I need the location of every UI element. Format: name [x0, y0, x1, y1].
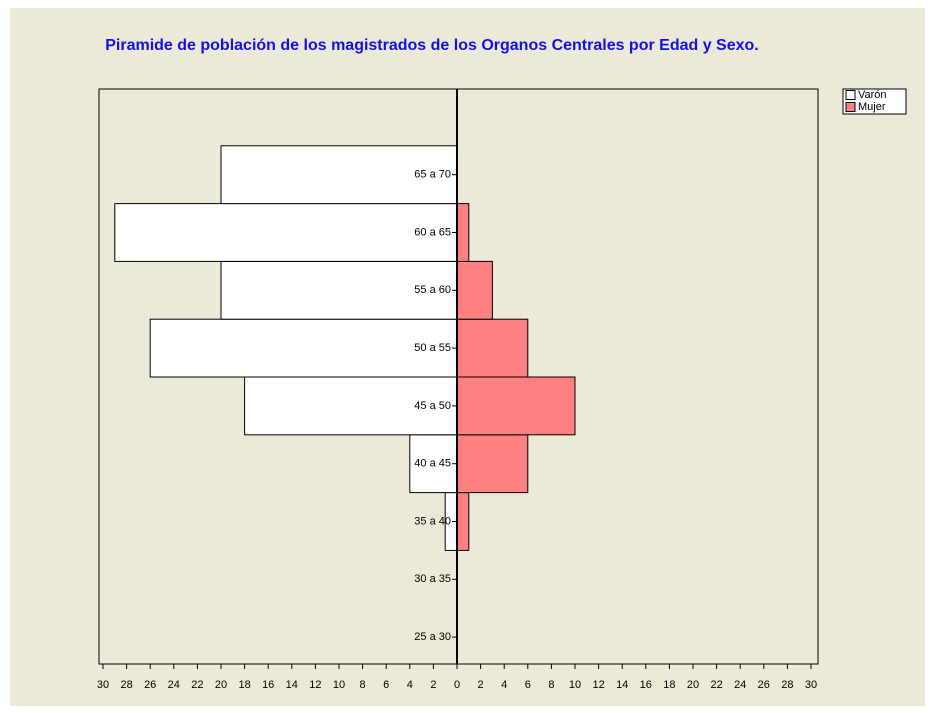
y-tick-label: 60 a 65 — [414, 226, 451, 238]
y-tick-label: 45 a 50 — [414, 400, 451, 412]
bar — [114, 203, 458, 262]
x-tick-label: 8 — [360, 679, 366, 691]
x-tick-label: 30 — [97, 679, 109, 691]
y-tick-label: 55 a 60 — [414, 284, 451, 296]
x-tick-label: 12 — [309, 679, 321, 691]
x-tick-label: 6 — [525, 679, 531, 691]
y-tick-label: 35 a 40 — [414, 515, 451, 527]
x-tick-label: 2 — [478, 679, 484, 691]
x-tick-label: 10 — [569, 679, 581, 691]
y-tick-label: 50 a 55 — [414, 342, 451, 354]
bar — [456, 434, 529, 494]
x-tick-label: 24 — [734, 679, 746, 691]
x-tick-label: 28 — [120, 679, 132, 691]
x-tick-label: 4 — [501, 679, 507, 691]
x-tick-label: 18 — [238, 679, 250, 691]
bar — [456, 203, 470, 262]
x-tick-label: 20 — [215, 679, 227, 691]
x-tick-label: 22 — [191, 679, 203, 691]
x-tick-label: 0 — [454, 679, 460, 691]
x-tick-label: 22 — [710, 679, 722, 691]
y-tick-label: 25 a 30 — [414, 631, 451, 643]
x-tick-label: 18 — [663, 679, 675, 691]
x-tick-label: 14 — [286, 679, 298, 691]
y-tick-label: 30 a 35 — [414, 573, 451, 585]
x-tick-label: 14 — [616, 679, 628, 691]
bar — [456, 492, 470, 551]
chart-title: Piramide de población de los magistrados… — [105, 37, 759, 54]
x-tick-label: 30 — [805, 679, 817, 691]
x-tick-label: 16 — [262, 679, 274, 691]
y-tick-label: 40 a 45 — [414, 458, 451, 470]
x-tick-label: 8 — [548, 679, 554, 691]
bar — [456, 260, 493, 320]
y-tick-label: 65 a 70 — [414, 169, 451, 181]
bar — [456, 318, 529, 378]
x-tick-label: 16 — [640, 679, 652, 691]
x-tick-label: 26 — [144, 679, 156, 691]
x-tick-label: 10 — [333, 679, 345, 691]
x-tick-label: 4 — [407, 679, 413, 691]
x-tick-label: 6 — [383, 679, 389, 691]
x-tick-label: 20 — [687, 679, 699, 691]
legend-swatch — [845, 102, 856, 112]
x-tick-label: 24 — [168, 679, 180, 691]
legend-label: Varón — [858, 89, 887, 101]
bar — [456, 376, 576, 436]
x-tick-label: 12 — [592, 679, 604, 691]
legend-swatch — [845, 90, 856, 100]
x-tick-label: 28 — [781, 679, 793, 691]
legend-label: Mujer — [858, 101, 886, 113]
x-tick-label: 26 — [758, 679, 770, 691]
x-tick-label: 2 — [430, 679, 436, 691]
bar — [149, 318, 458, 378]
bar — [220, 145, 458, 205]
